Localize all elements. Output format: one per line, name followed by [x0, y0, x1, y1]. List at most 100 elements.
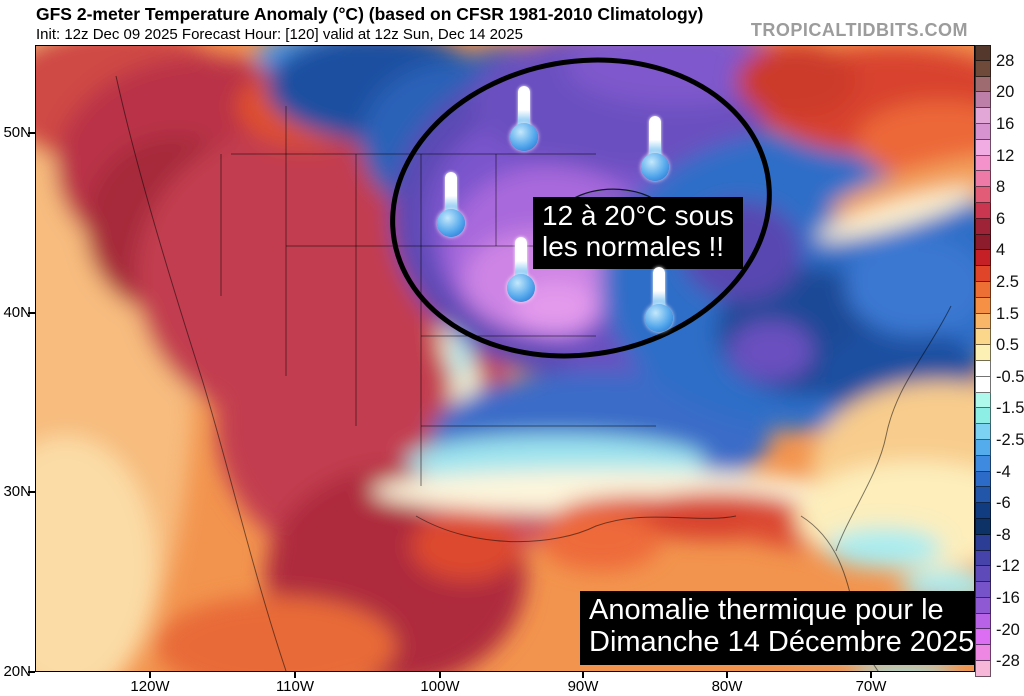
- colorbar-label: -20: [996, 620, 1020, 639]
- colorbar-label: 28: [996, 51, 1015, 70]
- cold-note-line1: 12 à 20°C sous: [542, 200, 734, 231]
- colorbar-label: -6: [996, 494, 1011, 513]
- init-forecast-line: Init: 12z Dec 09 2025 Forecast Hour: [12…: [36, 26, 523, 43]
- lon-axis-label: 100W: [420, 678, 460, 695]
- colorbar-segment: [975, 108, 991, 124]
- colorbar-segment: [975, 503, 991, 519]
- colorbar-segment: [975, 424, 991, 440]
- caption-line2: Dimanche 14 Décembre 2025: [589, 626, 975, 659]
- colorbar-segment: [975, 645, 991, 662]
- colorbar-segment: [975, 234, 991, 251]
- colorbar-label: 16: [996, 115, 1015, 133]
- colorbar-segment: [975, 376, 991, 393]
- lat-axis-label: 30N: [3, 483, 31, 500]
- colorbar-segment: [975, 155, 991, 172]
- colorbar-segment: [975, 313, 991, 330]
- anomaly-field: [36, 46, 974, 671]
- colorbar-label: -8: [996, 525, 1011, 544]
- colorbar-label: 4: [996, 241, 1006, 260]
- colorbar-segment: [975, 266, 991, 282]
- colorbar-segment: [975, 471, 991, 488]
- lon-tick: [294, 671, 296, 678]
- thermometer-tube: [515, 237, 527, 283]
- thermometer-bulb: [507, 274, 535, 302]
- colorbar: [975, 45, 991, 677]
- lon-axis-label: 110W: [275, 678, 315, 695]
- caption-line1: Anomalie thermique pour le: [589, 594, 944, 626]
- thermometer-tube: [649, 116, 661, 162]
- lon-axis-label: 120W: [130, 678, 170, 695]
- lat-axis-label: 40N: [3, 304, 31, 321]
- cold-note-box: 12 à 20°C sous les normales !!: [533, 197, 743, 269]
- colorbar-segment: [975, 550, 991, 567]
- colorbar-segment: [975, 534, 991, 551]
- colorbar-segment: [975, 123, 991, 140]
- thermometer-tube: [445, 172, 457, 218]
- lon-axis-label: 80W: [711, 678, 743, 695]
- colorbar-segment: [975, 297, 991, 314]
- colorbar-segment: [975, 76, 991, 93]
- colorbar-label: -28: [996, 652, 1020, 671]
- colorbar-segment: [975, 455, 991, 472]
- colorbar-segment: [975, 487, 991, 504]
- colorbar-label: -0.5: [996, 367, 1024, 386]
- thermometer-icon: [436, 172, 466, 238]
- lat-axis-label: 20N: [3, 663, 31, 680]
- lon-tick: [726, 671, 728, 678]
- colorbar-label: -1.5: [996, 399, 1024, 418]
- lat-tick: [28, 671, 35, 673]
- watermark: TROPICALTIDBITS.COM: [750, 20, 968, 40]
- colorbar-segment: [975, 613, 991, 630]
- thermometer-bulb: [437, 209, 465, 237]
- thermometer-icon: [506, 237, 536, 303]
- colorbar-segment: [975, 582, 991, 598]
- thermometer-bulb: [645, 304, 673, 332]
- colorbar-label: 2.5: [996, 273, 1019, 291]
- colorbar-label: 12: [996, 146, 1015, 165]
- cold-note-line2: les normales !!: [542, 231, 725, 263]
- colorbar-label: -12: [996, 557, 1020, 576]
- lat-tick: [28, 491, 35, 493]
- colorbar-segment: [975, 187, 991, 203]
- map-canvas: 12 à 20°C sous les normales !! Anomalie …: [35, 45, 975, 672]
- lat-tick: [28, 132, 35, 134]
- colorbar-segment: [975, 597, 991, 614]
- colorbar-segment: [975, 45, 991, 61]
- colorbar-segment: [975, 218, 991, 235]
- colorbar-segment: [975, 92, 991, 109]
- lat-axis-label: 50N: [3, 124, 31, 141]
- thermometer-tube: [653, 267, 665, 313]
- colorbar-label: 20: [996, 83, 1015, 102]
- colorbar-label: -4: [996, 462, 1011, 481]
- thermometer-icon: [644, 267, 674, 333]
- lon-axis-label: 70W: [855, 678, 887, 695]
- colorbar-segment: [975, 250, 991, 267]
- colorbar-segment: [975, 345, 991, 361]
- colorbar-segment: [975, 360, 991, 377]
- colorbar-segment: [975, 281, 991, 298]
- lon-tick: [439, 671, 441, 678]
- colorbar-segment: [975, 171, 991, 188]
- colorbar-segment: [975, 629, 991, 646]
- thermometer-tube: [518, 86, 530, 132]
- lat-tick: [28, 312, 35, 314]
- colorbar-segment: [975, 518, 991, 535]
- colorbar-label: 6: [996, 209, 1006, 228]
- colorbar-segment: [975, 202, 991, 219]
- colorbar-label: -16: [996, 589, 1020, 607]
- thermometer-bulb: [641, 153, 669, 181]
- lon-tick: [582, 671, 584, 678]
- page-title: GFS 2-meter Temperature Anomaly (°C) (ba…: [36, 4, 704, 24]
- colorbar-label: 8: [996, 178, 1006, 197]
- colorbar-segment: [975, 60, 991, 77]
- colorbar-segment: [975, 566, 991, 583]
- thermometer-icon: [509, 86, 539, 152]
- colorbar-label: 0.5: [996, 336, 1019, 355]
- lon-tick: [870, 671, 872, 678]
- colorbar-labels: 28 20 16 12 8 6 4 2.5 1.5 0.5 -0.5 -1.5 -2.5 -4 -6 -8 -1…: [975, 45, 1024, 685]
- colorbar-segment: [975, 392, 991, 409]
- thermometer-icon: [640, 116, 670, 182]
- caption-box: Anomalie thermique pour le Dimanche 14 D…: [580, 591, 975, 665]
- colorbar-segment: [975, 661, 991, 677]
